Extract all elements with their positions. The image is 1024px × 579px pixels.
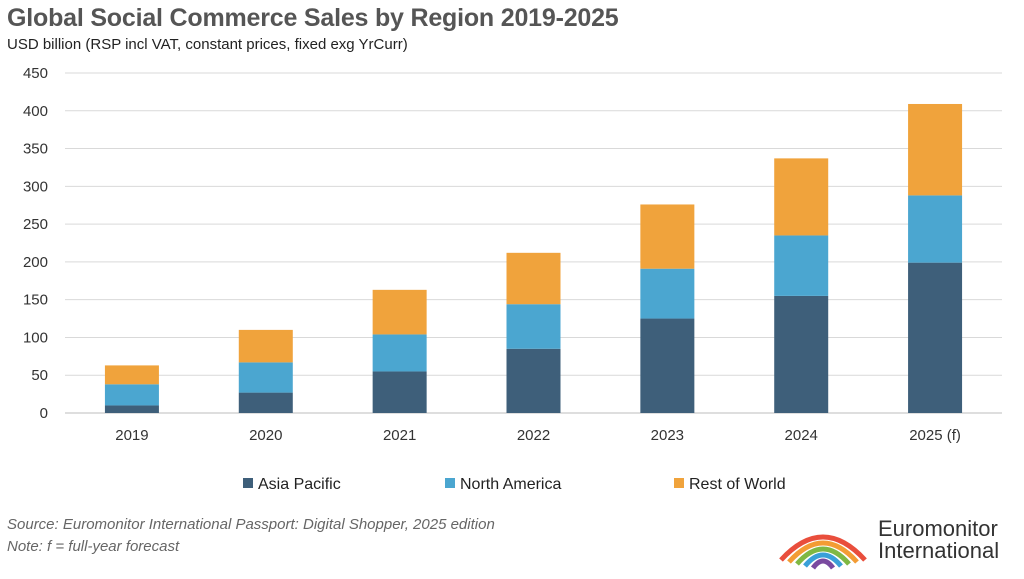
logo-text-line1: Euromonitor — [878, 516, 998, 541]
y-tick-label: 150 — [23, 292, 48, 309]
bars — [104, 103, 963, 413]
legend-label: Rest of World — [689, 476, 786, 493]
y-tick-label: 0 — [40, 405, 48, 422]
x-tick-label: 2019 — [115, 427, 148, 444]
x-tick-label: 2025 (f) — [909, 427, 961, 444]
y-tick-label: 350 — [23, 141, 48, 158]
x-tick-label: 2023 — [651, 427, 684, 444]
bar-north-america — [506, 304, 561, 349]
bar-rest-of-world — [640, 204, 695, 269]
y-tick-label: 50 — [31, 367, 48, 384]
bar-north-america — [238, 362, 293, 393]
bar-north-america — [774, 235, 829, 296]
bar-asia-pacific — [908, 262, 963, 413]
y-tick-label: 400 — [23, 103, 48, 120]
bar-rest-of-world — [506, 252, 561, 305]
bar-north-america — [640, 268, 695, 319]
bar-rest-of-world — [372, 289, 427, 335]
x-tick-label: 2024 — [785, 427, 818, 444]
x-tick-label: 2021 — [383, 427, 416, 444]
y-tick-label: 100 — [23, 329, 48, 346]
bar-north-america — [104, 384, 159, 406]
x-tick-label: 2020 — [249, 427, 282, 444]
bar-asia-pacific — [506, 348, 561, 413]
bar-north-america — [372, 334, 427, 372]
bar-asia-pacific — [104, 405, 159, 413]
y-tick-label: 300 — [23, 178, 48, 195]
forecast-note: Note: f = full-year forecast — [7, 538, 180, 555]
bar-rest-of-world — [908, 103, 963, 196]
bar-rest-of-world — [104, 365, 159, 385]
legend-label: Asia Pacific — [258, 476, 341, 493]
chart-title: Global Social Commerce Sales by Region 2… — [7, 4, 619, 32]
y-tick-label: 200 — [23, 254, 48, 271]
bar-asia-pacific — [372, 371, 427, 413]
y-tick-label: 450 — [23, 65, 48, 82]
source-note: Source: Euromonitor International Passpo… — [7, 516, 495, 533]
x-tick-label: 2022 — [517, 427, 550, 444]
legend-swatch — [445, 478, 455, 488]
bar-north-america — [908, 195, 963, 263]
y-axis-ticks: 0 50 100 150 200 250 300 350 400 450 — [23, 65, 48, 422]
bar-asia-pacific — [238, 392, 293, 413]
bar-rest-of-world — [238, 329, 293, 363]
legend-label: North America — [460, 476, 561, 493]
euromonitor-logo-icon — [779, 534, 867, 570]
bar-asia-pacific — [640, 318, 695, 413]
legend: Asia Pacific North America Rest of World — [243, 476, 786, 493]
legend-swatch — [674, 478, 684, 488]
bar-rest-of-world — [774, 158, 829, 236]
legend-swatch — [243, 478, 253, 488]
chart-subtitle: USD billion (RSP incl VAT, constant pric… — [7, 36, 408, 53]
logo-text-line2: International — [878, 538, 1000, 563]
bar-asia-pacific — [774, 295, 829, 413]
x-axis-ticks: 2019 2020 2021 2022 2023 2024 2025 (f) — [115, 427, 961, 444]
y-tick-label: 250 — [23, 216, 48, 233]
